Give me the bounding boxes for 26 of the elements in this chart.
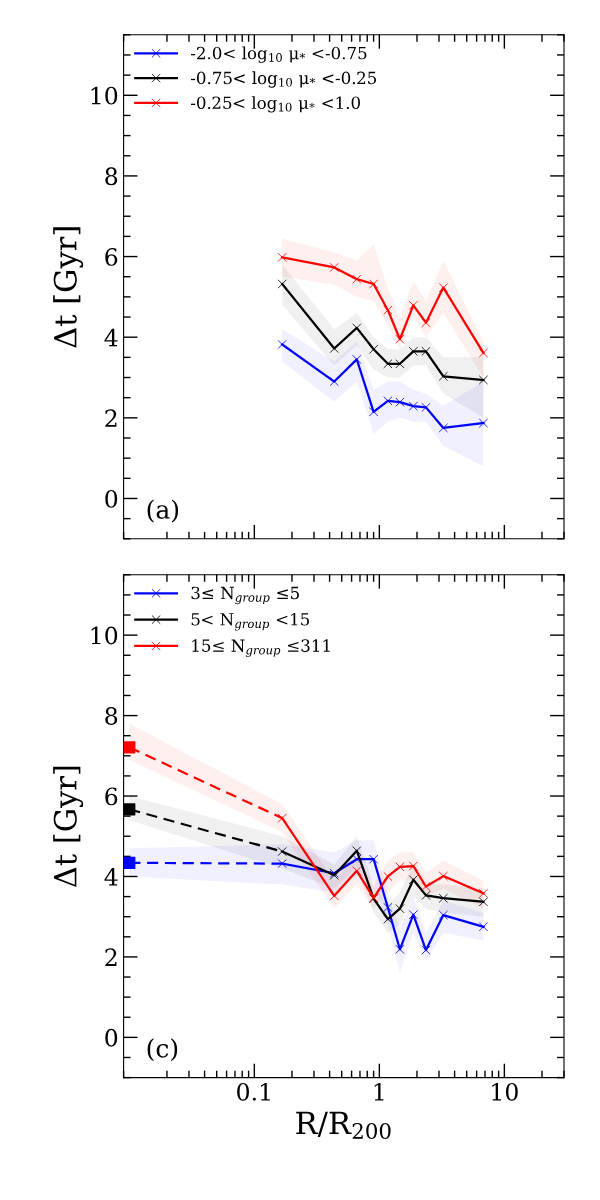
x-tick-label: 10 (492, 1082, 518, 1101)
y-axis-title: Δt [Gyr] (53, 766, 84, 888)
y-tick-label: 2 (105, 948, 117, 966)
annotation: (c) (147, 1038, 178, 1062)
y-tick-label: 4 (104, 328, 118, 347)
y-tick-label: 4 (104, 867, 118, 886)
y-tick-label: 2 (105, 409, 117, 427)
x-axis-title: R/R$_{200}$ (296, 1111, 391, 1140)
legend-label: 15≤ N$_{group}$ ≤311 (192, 639, 330, 657)
y-tick-label: 0 (105, 489, 118, 508)
y-tick-label: 8 (105, 707, 118, 725)
x-tick-label: 1 (374, 1082, 384, 1101)
legend-label: -2.0< log$_{10}$ μ$_{*}$ <-0.75 (191, 46, 367, 63)
x-tick-label: 0.1 (237, 1082, 270, 1101)
legend-label: -0.75< log$_{10}$ μ$_{*}$ <-0.25 (191, 71, 377, 88)
y-tick-label: 8 (105, 167, 118, 186)
legend-label: 5< N$_{group}$ <15 (191, 612, 310, 631)
y-axis-title: Δt [Gyr] (53, 227, 84, 348)
y-tick-label: 6 (105, 248, 118, 266)
y-tick-label: 10 (91, 86, 118, 105)
legend-label: 3≤ N$_{group}$ ≤5 (191, 586, 299, 605)
y-tick-label: 6 (105, 787, 118, 806)
annotation: (a) (147, 499, 179, 523)
legend-label: -0.25< log$_{10}$ μ$_{*}$ <1.0 (191, 96, 360, 113)
y-tick-label: 10 (91, 626, 118, 645)
y-tick-label: 0 (105, 1028, 118, 1047)
